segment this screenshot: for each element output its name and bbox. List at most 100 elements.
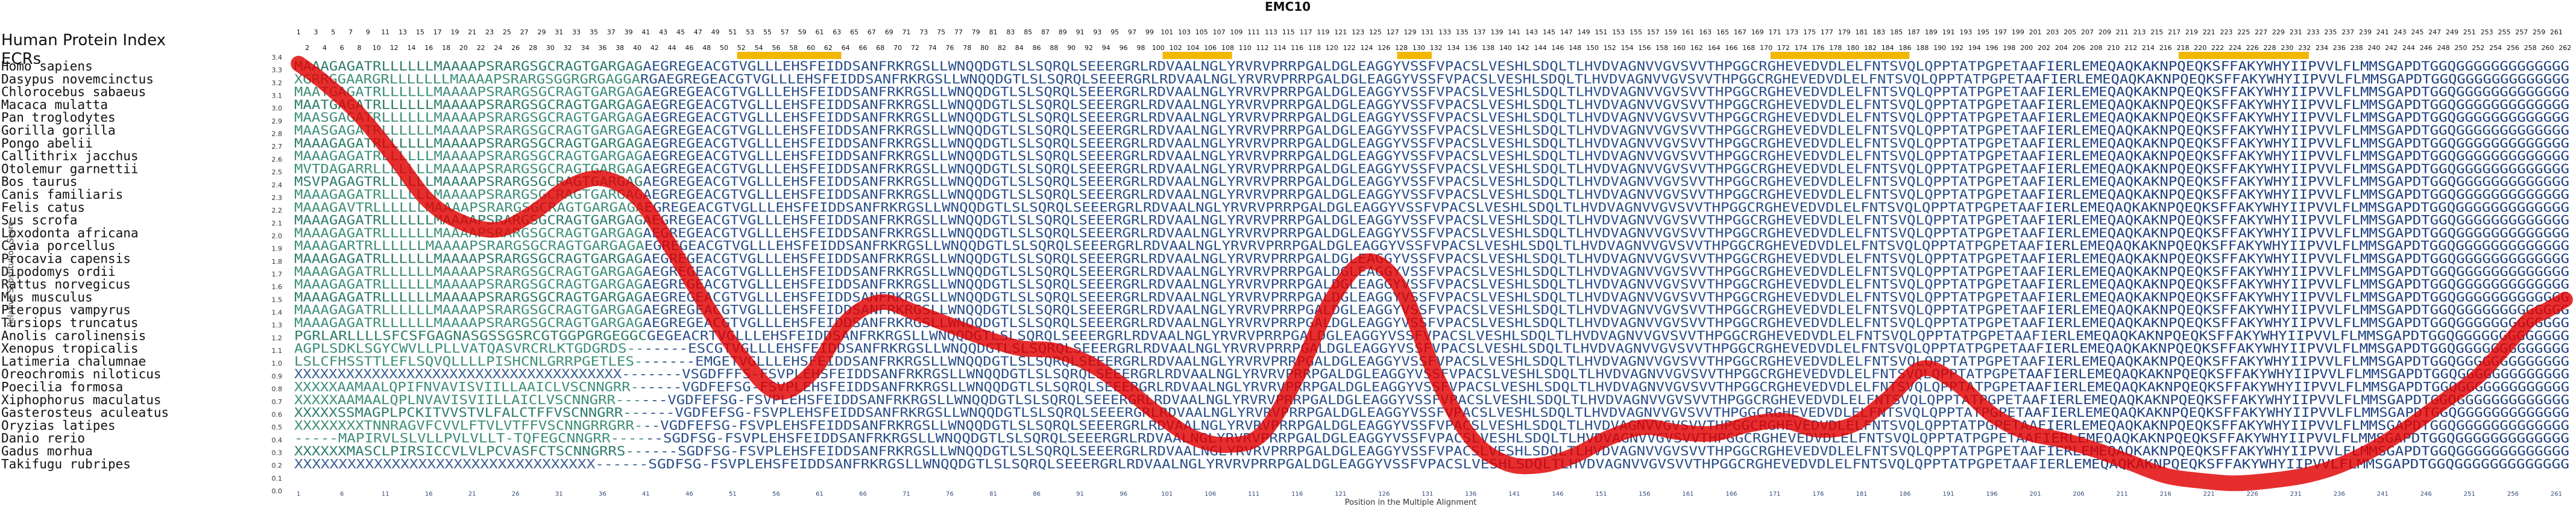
y-tick-label: 2.7 xyxy=(272,143,283,151)
y-tick-label: 1.0 xyxy=(272,360,283,367)
protein-index-number: 250 xyxy=(2454,44,2467,52)
sequence-row: XXXXXAAMAA LQPLNVAVIS VIILLAICLV SCNNGRR---… xyxy=(294,393,2569,407)
protein-index-number: 52 xyxy=(737,44,746,52)
x-tick-label: 236 xyxy=(2334,491,2345,498)
protein-index-number: 39 xyxy=(625,28,633,36)
protein-index-number: 19 xyxy=(451,28,459,36)
protein-index-number: 134 xyxy=(1447,44,1460,52)
protein-index-number: 146 xyxy=(1551,44,1564,52)
protein-index-number: 36 xyxy=(598,44,606,52)
protein-index-number: 33 xyxy=(572,28,581,36)
protein-index-number: 212 xyxy=(2124,44,2137,52)
x-tick-label: 251 xyxy=(2464,491,2475,498)
protein-index-number: 192 xyxy=(1951,44,1963,52)
protein-index-number: 180 xyxy=(1847,44,1859,52)
protein-index-number: 169 xyxy=(1751,28,1764,36)
sequence-row: MAATGAGATR LLLLLLMAAA APSRARGSGC RAGTGARGAG… xyxy=(294,98,2569,112)
sequence-row: XXXXXXXXTN NRAGVFCVVL FTVLVTFFVS CNNGRRGRR-… xyxy=(294,418,2569,432)
x-tick-label: 1 xyxy=(297,491,300,498)
protein-index-number: 143 xyxy=(1525,28,1538,36)
protein-index-number: 182 xyxy=(1864,44,1877,52)
protein-index-number: 96 xyxy=(1120,44,1128,52)
protein-index-number: 203 xyxy=(2046,28,2059,36)
protein-index-number: 45 xyxy=(676,28,685,36)
protein-index-number: 2 xyxy=(305,44,309,52)
protein-index-number: 90 xyxy=(1067,44,1075,52)
x-tick-label: 141 xyxy=(1508,491,1520,498)
protein-index-number: 224 xyxy=(2229,44,2241,52)
protein-index-number: 72 xyxy=(911,44,919,52)
protein-index-number: 136 xyxy=(1464,44,1477,52)
protein-index-number: 131 xyxy=(1421,28,1434,36)
protein-index-number: 261 xyxy=(2550,28,2563,36)
protein-index-number: 177 xyxy=(1821,28,1833,36)
y-tick-label: 0.9 xyxy=(272,372,283,380)
protein-index-number: 56 xyxy=(772,44,781,52)
x-tick-label: 136 xyxy=(1465,491,1476,498)
protein-index-number: 262 xyxy=(2559,44,2571,52)
protein-index-number: 108 xyxy=(1221,44,1234,52)
x-axis-label: Position in the Multiple Alignment xyxy=(1345,498,1477,507)
species-name: Mus musculus xyxy=(1,290,93,304)
protein-index-number: 43 xyxy=(659,28,667,36)
y-tick-label: 3.3 xyxy=(272,66,283,74)
protein-index-number: 142 xyxy=(1517,44,1529,52)
protein-index-number: 235 xyxy=(2324,28,2337,36)
x-tick-label: 106 xyxy=(1205,491,1216,498)
protein-index-number: 222 xyxy=(2211,44,2224,52)
axes-layer: 0.0 0.1 0.2 0.3 0.4 0.5 0.6 0.7 0.8 0.9 1.0 1.1 1.2 1… xyxy=(272,54,2562,498)
protein-index-number: 16 xyxy=(424,44,433,52)
x-tick-label: 231 xyxy=(2290,491,2302,498)
protein-index-number: 122 xyxy=(1343,44,1356,52)
protein-index-number: 11 xyxy=(381,28,389,36)
protein-index-number: 105 xyxy=(1195,28,1208,36)
sequence-row: XXXXXXXXXX XXXXXXXXXX XXXXXXXXXX XXXX------… xyxy=(294,457,2569,471)
species-name: Anolis carolinensis xyxy=(1,328,146,343)
y-tick-label: 2.4 xyxy=(272,181,283,189)
protein-index-number: 1 xyxy=(297,28,301,36)
y-tick-label: 1.6 xyxy=(272,283,283,291)
protein-index-number: 221 xyxy=(2203,28,2215,36)
protein-index-number: 165 xyxy=(1716,28,1729,36)
protein-index-number: 20 xyxy=(459,44,468,52)
species-name: Takifugu rubripes xyxy=(1,457,131,471)
x-tick-label: 36 xyxy=(599,491,606,498)
protein-index-number: 167 xyxy=(1734,28,1746,36)
protein-index-number: 157 xyxy=(1647,28,1660,36)
y-tick-label: 0.4 xyxy=(272,436,283,444)
protein-index-number: 257 xyxy=(2515,28,2528,36)
protein-index-number: 103 xyxy=(1178,28,1191,36)
x-tick-label: 256 xyxy=(2507,491,2519,498)
protein-index-number: 253 xyxy=(2481,28,2493,36)
protein-index-number: 78 xyxy=(963,44,971,52)
protein-index-number: 76 xyxy=(946,44,954,52)
sequence-row: XGRRGGAARG RLLLLLLLMA AAAPSRARGS GGRGRGAGGA… xyxy=(294,72,2569,86)
protein-index-number: 125 xyxy=(1369,28,1382,36)
protein-index-number: 110 xyxy=(1239,44,1252,52)
x-tick-label: 11 xyxy=(382,491,389,498)
protein-index-number: 79 xyxy=(972,28,980,36)
protein-index-number: 107 xyxy=(1213,28,1226,36)
y-tick-label: 0.2 xyxy=(272,462,283,470)
protein-index-number: 89 xyxy=(1059,28,1067,36)
protein-index-number: 55 xyxy=(763,28,772,36)
protein-index-number: 137 xyxy=(1473,28,1486,36)
sequence-row: MAAAGAGATR LLLLLLMAAA APSRARGSGC RAGTGARGAG… xyxy=(294,303,2569,317)
protein-index-number: 93 xyxy=(1093,28,1101,36)
sequence-row: MAAAGAGATR LLLLLLMAAA APSRARGSGC RAGTGARGAG… xyxy=(294,277,2569,292)
protein-index-number: 205 xyxy=(2064,28,2076,36)
protein-index-number: 115 xyxy=(1282,28,1295,36)
protein-index-number: 168 xyxy=(1742,44,1755,52)
protein-index-number: 170 xyxy=(1760,44,1772,52)
protein-index-number: 47 xyxy=(694,28,702,36)
ecr-bar xyxy=(2178,52,2309,59)
protein-index-number: 139 xyxy=(1491,28,1504,36)
x-tick-label: 241 xyxy=(2377,491,2389,498)
protein-index-number: 246 xyxy=(2420,44,2433,52)
y-tick-label: 2.3 xyxy=(272,194,283,202)
protein-index-number: 152 xyxy=(1604,44,1616,52)
protein-index-number: 172 xyxy=(1777,44,1790,52)
species-name: Dasypus novemcinctus xyxy=(1,72,154,86)
y-tick-label: 2.0 xyxy=(272,233,283,240)
species-name: Danio rerio xyxy=(1,431,85,446)
